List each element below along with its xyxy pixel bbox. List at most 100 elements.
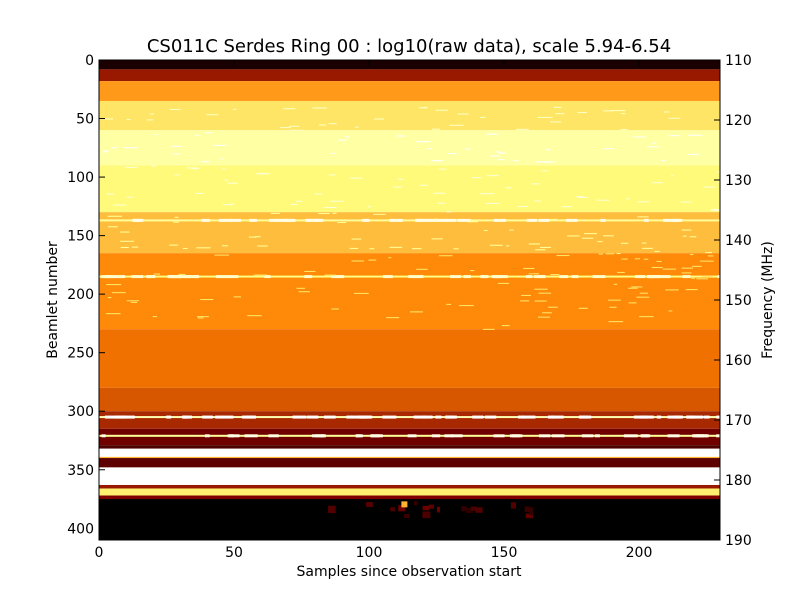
streak-111 [691, 277, 696, 279]
bright-row-3-dash-26 [594, 434, 600, 438]
bright-row-2-dash-40 [382, 415, 397, 419]
bright-row-2-dash-37 [686, 415, 693, 419]
bright-row-0-dash-7 [538, 218, 550, 222]
streak-131 [651, 266, 663, 269]
streak-45 [498, 152, 507, 154]
streak-54 [200, 299, 214, 301]
bright-row-0-dash-19 [445, 218, 457, 222]
streak-48 [296, 287, 305, 289]
bright-row-0-dash-25 [312, 218, 324, 222]
streak-155 [328, 174, 336, 176]
streak-229 [665, 289, 679, 291]
streak-11 [692, 265, 702, 267]
bright-row-3-dash-6 [101, 434, 106, 438]
bright-row-0-dash-9 [389, 218, 403, 222]
streak-193 [102, 151, 107, 153]
streak-223 [689, 253, 694, 256]
streak-134 [154, 134, 159, 136]
bright-row-2-dash-16 [445, 415, 457, 419]
streak-130 [111, 292, 126, 294]
heatmap-band-8 [99, 329, 720, 388]
streak-210 [120, 240, 134, 242]
streak-6 [656, 260, 662, 263]
streak-214 [130, 301, 138, 303]
streak-236 [534, 300, 547, 302]
y2-tick-label-8: 190 [725, 533, 752, 549]
heatmap-band-18 [99, 488, 720, 496]
dim-spot-14 [510, 502, 516, 509]
streak-256 [538, 316, 550, 318]
streak-196 [483, 229, 488, 232]
streak-15 [254, 236, 261, 238]
bright-row-1-dash-39 [180, 275, 192, 279]
bright-row-0-dash-24 [133, 218, 141, 222]
streak-69 [642, 247, 653, 249]
streak-208 [449, 124, 464, 126]
streak-239 [111, 147, 118, 149]
bright-row-2-dash-9 [307, 415, 319, 419]
streak-115 [170, 108, 181, 111]
streak-73 [349, 247, 359, 249]
bright-row-1-dash-37 [408, 275, 413, 279]
streak-252 [107, 215, 123, 217]
bright-row-1-dash-32 [450, 275, 461, 279]
bright-row-0-dash-12 [526, 218, 537, 222]
heatmap-bands [99, 60, 720, 540]
streak-44 [106, 284, 122, 286]
streak-110 [611, 110, 626, 112]
bright-row-3-dash-8 [244, 434, 258, 438]
streak-3 [643, 258, 649, 260]
streak-190 [331, 308, 339, 310]
streak-101 [412, 248, 422, 250]
y-tick-label-7: 350 [67, 463, 94, 479]
streak-9 [603, 110, 614, 112]
dim-spot-10 [398, 505, 406, 512]
streak-63 [535, 161, 549, 163]
streak-232 [535, 249, 546, 251]
streak-133 [388, 257, 392, 259]
streak-38 [174, 216, 179, 218]
bright-row-2-dash-2 [691, 415, 704, 419]
dim-spot-16 [470, 506, 477, 511]
bright-row-0-dash-26 [673, 218, 683, 222]
dim-spot-3 [328, 505, 336, 514]
streak-22 [662, 268, 677, 270]
bright-row-0-dash-18 [282, 218, 296, 222]
bright-row-2-dash-39 [518, 415, 525, 419]
streak-227 [151, 165, 156, 167]
streak-221 [641, 242, 647, 244]
bright-row-2-dash-35 [166, 415, 172, 419]
streak-74 [620, 128, 628, 131]
y-tick-label-2: 100 [67, 170, 94, 186]
streak-251 [318, 213, 330, 215]
bright-row-0-dash-20 [644, 218, 649, 222]
bright-row-1-dash-1 [661, 275, 671, 279]
bright-row-2-dash-25 [547, 415, 555, 419]
bright-row-2-dash-31 [114, 415, 127, 419]
streak-51 [608, 299, 621, 301]
heatmap-band-13 [99, 448, 720, 457]
streak-224 [632, 136, 646, 138]
bright-row-1-dash-26 [331, 275, 345, 279]
streak-166 [506, 245, 510, 247]
streak-132 [621, 258, 628, 260]
bright-row-3-dash-15 [451, 434, 463, 438]
bright-row-1-dash-7 [463, 275, 471, 279]
streak-65 [681, 229, 692, 231]
streak-57 [220, 158, 224, 160]
bright-row-3-dash-2 [268, 434, 279, 438]
bright-row-1-dash-21 [146, 275, 151, 279]
dim-spot-11 [365, 501, 373, 508]
streak-182 [576, 196, 584, 198]
streak-176 [338, 139, 347, 141]
streak-91 [490, 155, 501, 157]
streak-85 [603, 148, 615, 150]
dim-spot-13 [422, 505, 430, 511]
streak-58 [603, 235, 614, 237]
bright-row-2-dash-33 [656, 415, 662, 419]
y-tick-label-5: 250 [67, 346, 94, 362]
bright-row-1-dash-11 [147, 275, 156, 279]
streak-100 [328, 123, 337, 125]
bright-row-1-dash-36 [534, 275, 546, 279]
bright-row-2-dash-5 [346, 415, 353, 419]
